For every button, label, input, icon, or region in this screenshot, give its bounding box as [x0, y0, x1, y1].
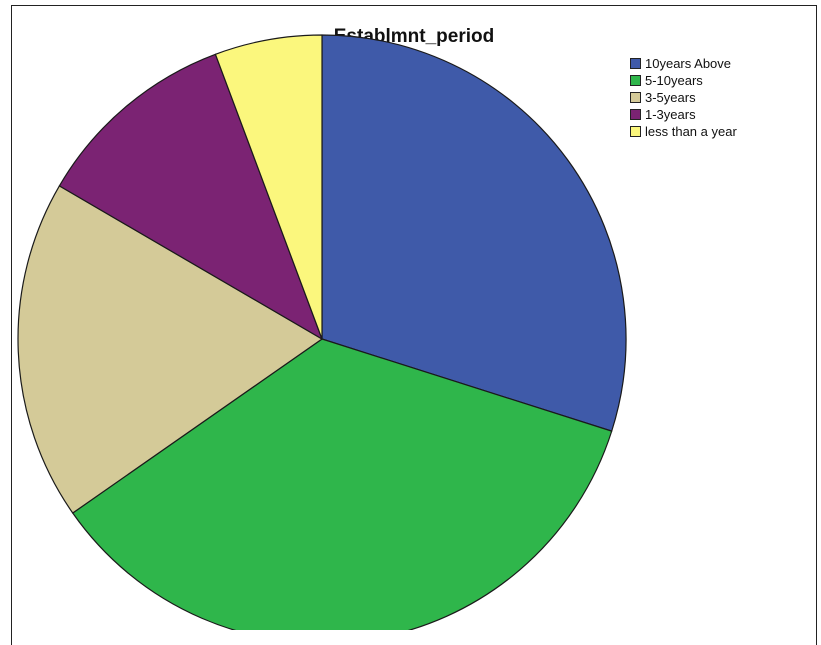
legend-swatch — [630, 126, 641, 137]
legend-item-1-3years: 1-3years — [630, 106, 737, 123]
legend-swatch — [630, 75, 641, 86]
pie-slice-10years-above — [321, 34, 627, 432]
legend-swatch — [630, 109, 641, 120]
pie-slice-5-10years — [72, 338, 613, 630]
legend-swatch — [630, 58, 641, 69]
legend: 10years Above 5-10years 3-5years 1-3year… — [630, 55, 737, 140]
legend-label: 10years Above — [645, 56, 732, 71]
legend-swatch — [630, 92, 641, 103]
legend-item-5-10years: 5-10years — [630, 72, 737, 89]
legend-label: 5-10years — [645, 73, 703, 88]
pie-chart — [17, 34, 627, 630]
legend-label: 3-5years — [645, 90, 696, 105]
pie-slice-3-5years — [17, 185, 323, 514]
pie-slice-less-than-a-year — [214, 34, 323, 340]
legend-item-3-5years: 3-5years — [630, 89, 737, 106]
legend-label: less than a year — [645, 124, 737, 139]
pie-slices — [17, 34, 627, 630]
legend-item-10years-above: 10years Above — [630, 55, 737, 72]
legend-label: 1-3years — [645, 107, 696, 122]
chart-frame — [11, 5, 817, 645]
pie-slice-1-3years — [58, 53, 323, 340]
legend-item-less-than-a-year: less than a year — [630, 123, 737, 140]
